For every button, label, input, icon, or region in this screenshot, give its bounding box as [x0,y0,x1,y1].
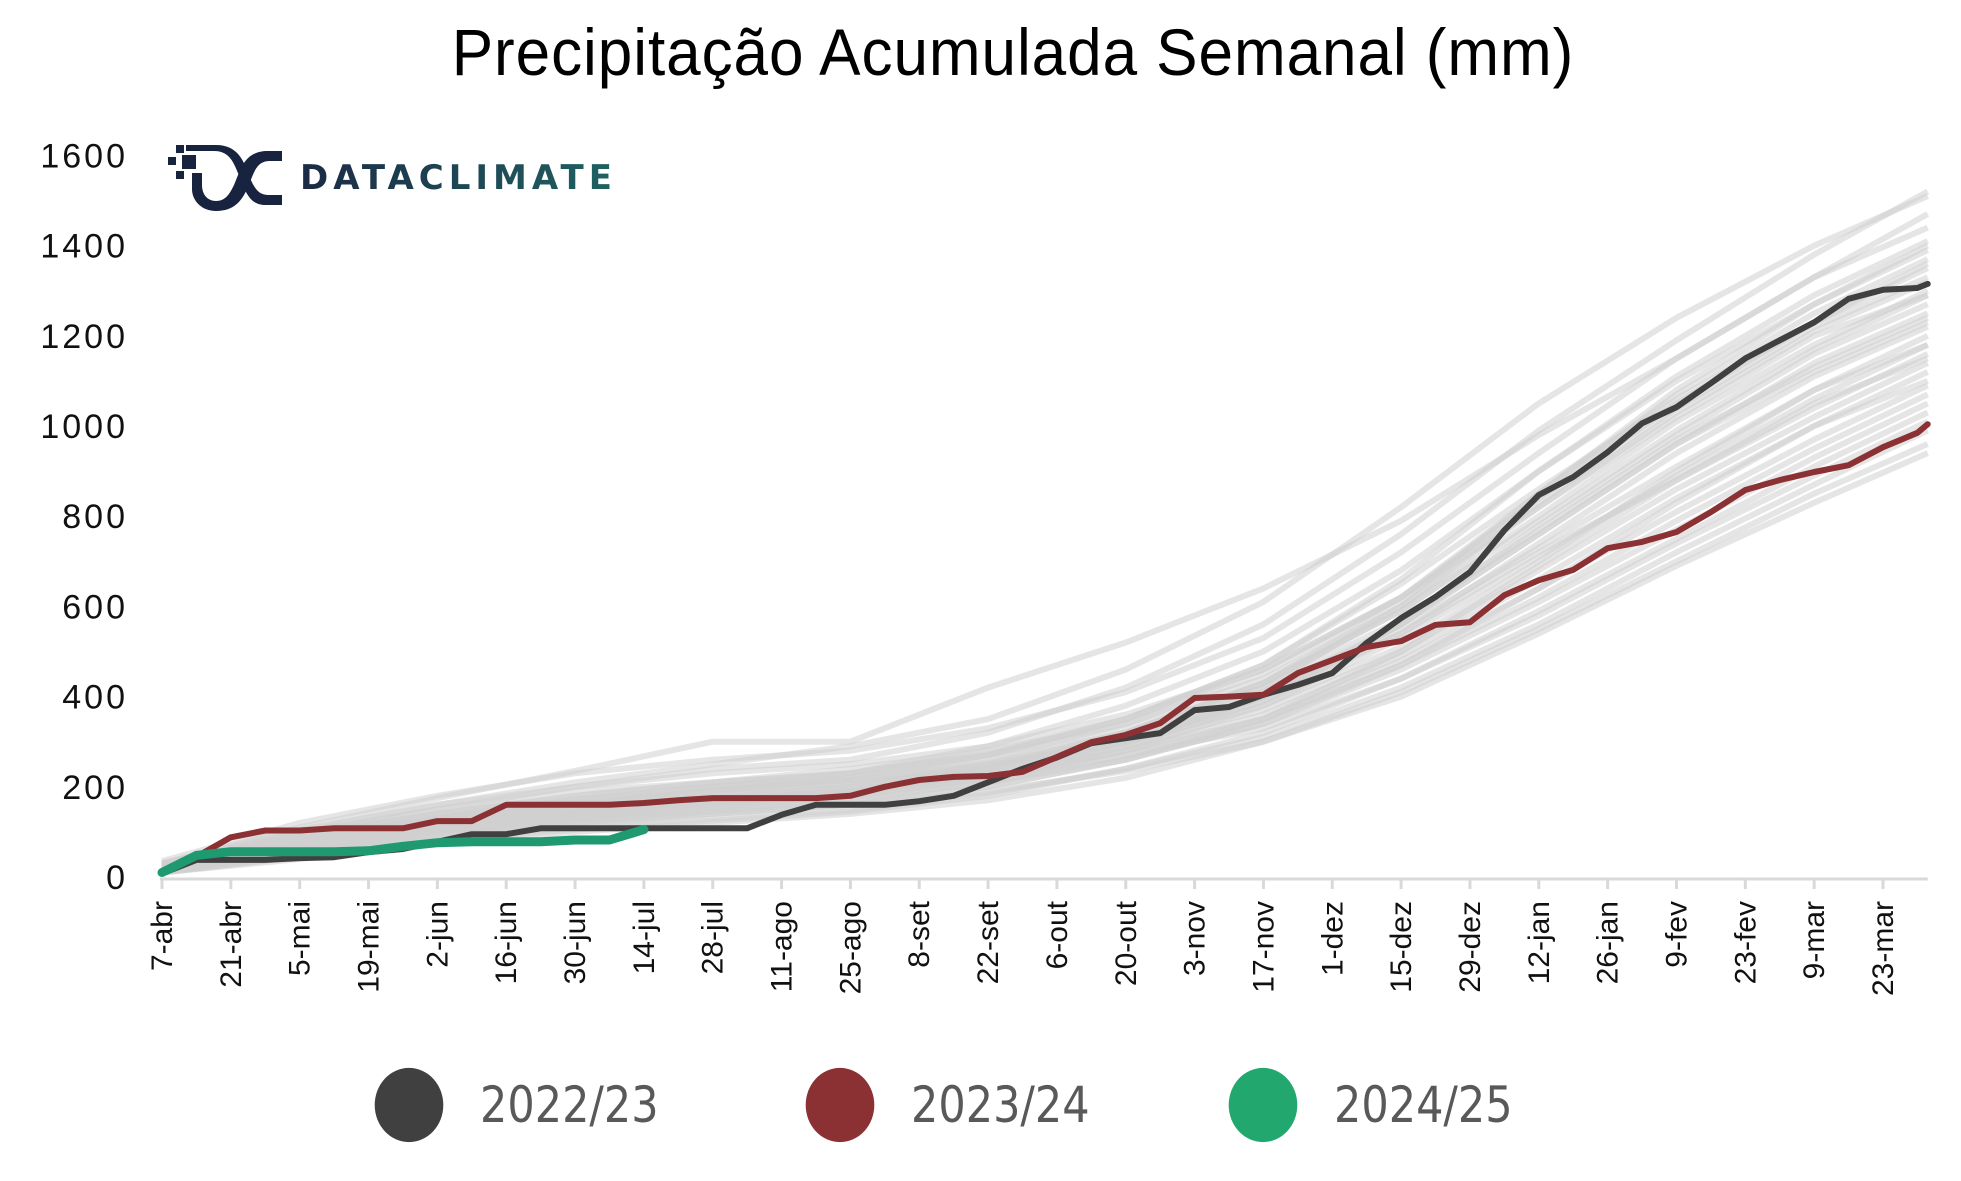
y-tick-label: 0 [106,859,128,897]
legend: 2022/23 2023/24 2024/25 [0,1060,1961,1150]
x-tick-label: 26-jan [1592,901,1625,984]
x-tick-label: 20-out [1110,900,1143,986]
legend-item-2022-23[interactable]: 2022/23 [374,1060,688,1150]
historical-line [161,211,1930,865]
x-tick-label: 15-dez [1385,901,1418,993]
x-tick-label: 7-abr [146,901,179,971]
x-tick-label: 30-jun [559,901,592,984]
x-tick-label: 11-ago [766,901,799,992]
x-tick-label: 21-abr [215,901,248,988]
highlight-lines [157,280,1931,877]
y-tick-label: 200 [62,769,128,807]
historical-line [161,292,1929,869]
legend-label-2024-25: 2024/25 [1334,1076,1513,1134]
dataclimate-logo: DATACLIMATE [168,145,617,211]
x-tick-label: 14-jul [628,901,661,974]
series-line-2023-24 [159,421,1931,877]
x-tick-label: 12-jan [1523,901,1556,984]
y-tick-label: 1600 [40,137,128,175]
x-tick-label: 19-mai [353,901,386,993]
y-tick-label: 1000 [40,408,128,446]
legend-marker-2024-25 [1228,1067,1298,1143]
x-tick-label: 22-set [972,900,1005,984]
x-tick-label: 25-ago [834,901,867,994]
x-tick-label: 2-jun [421,901,454,968]
legend-label-2022-23: 2022/23 [480,1076,659,1134]
legend-item-2024-25[interactable]: 2024/25 [1228,1060,1542,1150]
legend-label-2023-24: 2023/24 [911,1076,1090,1134]
y-tick-label: 1400 [40,228,128,266]
historical-lines [161,188,1930,876]
x-tick-label: 6-out [1041,900,1074,969]
y-tick-label: 1200 [40,318,128,356]
y-axis: 0 200 400 600 800 1000 1200 1400 1600 [40,137,128,897]
x-tick-label: 9-fev [1660,901,1693,968]
dataclimate-logo-icon [168,145,282,211]
historical-line [161,247,1929,871]
x-tick-label: 23-mar [1867,901,1900,996]
legend-marker-2022-23 [374,1067,444,1143]
x-tick-label: 9-mar [1798,901,1831,979]
x-tick-label: 16-jun [490,901,523,984]
legend-marker-2023-24 [805,1067,875,1143]
x-axis [160,877,1928,889]
x-tick-label: 28-jul [697,901,730,974]
x-tick-label: 1-dez [1316,901,1349,976]
x-tick-label: 29-dez [1454,901,1487,993]
x-tick-label: 17-nov [1247,901,1280,993]
x-tick-label: 8-set [903,900,936,967]
x-tick-label: 5-mai [284,901,317,976]
y-tick-label: 400 [62,679,128,717]
legend-item-2023-24[interactable]: 2023/24 [805,1060,1119,1150]
y-tick-label: 600 [62,588,128,626]
x-tick-label: 23-fev [1729,901,1762,984]
y-tick-label: 800 [62,498,128,536]
series-line-2024-25 [157,825,649,877]
chart-title: Precipitação Acumulada Semanal (mm) [451,15,1575,89]
x-tick-label: 3-nov [1179,901,1212,976]
dataclimate-logo-text: DATACLIMATE [300,158,617,198]
x-tick-labels: 7-abr 21-abr 5-mai 19-mai 2-jun 16-jun 30-jun 1… [146,900,1900,996]
